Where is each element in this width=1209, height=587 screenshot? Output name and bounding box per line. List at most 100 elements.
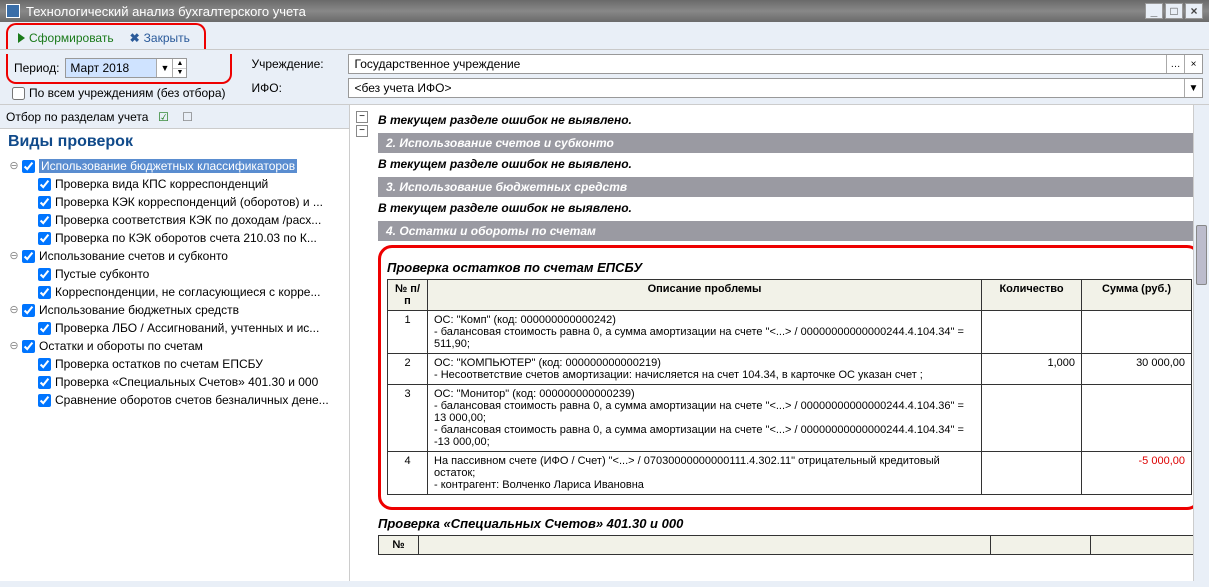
col-empty: [419, 536, 991, 555]
report-table-highlight-frame: Проверка остатков по счетам ЕПСБУ № п/п …: [378, 245, 1201, 510]
all-institutions-label: По всем учреждениям (без отбора): [29, 86, 226, 100]
maximize-button[interactable]: □: [1165, 3, 1183, 19]
tree-group-label[interactable]: Использование счетов и субконто: [22, 249, 228, 263]
all-institutions-checkbox[interactable]: [12, 87, 25, 100]
ifo-input[interactable]: [349, 79, 1185, 97]
cell-sum: [1082, 311, 1192, 354]
institution-input[interactable]: [349, 55, 1167, 73]
period-spinner: ▲ ▼: [172, 59, 186, 77]
toolbar: Сформировать ✖ Закрыть: [0, 22, 1209, 50]
tree-item: Проверка остатков по счетам ЕПСБУ: [24, 355, 345, 373]
tree-label-text: Сравнение оборотов счетов безналичных де…: [55, 393, 329, 407]
tree-checkbox[interactable]: [22, 304, 35, 317]
table2-title: Проверка «Специальных Счетов» 401.30 и 0…: [378, 516, 1201, 531]
gutter-toggle[interactable]: −: [356, 125, 368, 137]
period-input[interactable]: [66, 59, 156, 77]
scrollbar-thumb[interactable]: [1196, 225, 1207, 285]
left-pane: Отбор по разделам учета ☑ ☐ Виды проверо…: [0, 105, 350, 581]
minimize-button[interactable]: _: [1145, 3, 1163, 19]
period-spin-up[interactable]: ▲: [173, 59, 186, 69]
cell-num: 4: [388, 452, 428, 495]
generate-button[interactable]: Сформировать: [12, 29, 120, 47]
tree-checkbox[interactable]: [38, 196, 51, 209]
tree-item-label[interactable]: Проверка «Специальных Счетов» 401.30 и 0…: [38, 375, 318, 389]
ifo-dropdown-button[interactable]: ▼: [1184, 79, 1202, 97]
app-icon: [6, 4, 20, 18]
left-pane-toolbar: Отбор по разделам учета ☑ ☐: [0, 105, 349, 129]
section-bar-2: 2. Использование счетов и субконто: [378, 133, 1201, 153]
tree-checkbox[interactable]: [38, 358, 51, 371]
tree-checkbox[interactable]: [38, 268, 51, 281]
tree-checkbox[interactable]: [22, 160, 35, 173]
check-all-icon[interactable]: ☑: [154, 108, 172, 126]
vertical-scrollbar[interactable]: [1193, 105, 1209, 581]
table-row: 1ОС: "Комп" (код: 000000000000242) - бал…: [388, 311, 1192, 354]
tree-group-label[interactable]: Остатки и обороты по счетам: [22, 339, 203, 353]
tree-checkbox[interactable]: [22, 340, 35, 353]
cell-sum: 30 000,00: [1082, 354, 1192, 385]
tree-label-text: Проверка «Специальных Счетов» 401.30 и 0…: [55, 375, 318, 389]
ifo-label: ИФО:: [252, 81, 342, 95]
gutter-toggle[interactable]: −: [356, 111, 368, 123]
tree-item-label[interactable]: Пустые субконто: [38, 267, 149, 281]
tree-checkbox[interactable]: [38, 322, 51, 335]
toolbar-highlight-frame: Сформировать ✖ Закрыть: [6, 23, 206, 49]
tree-item: Проверка «Специальных Счетов» 401.30 и 0…: [24, 373, 345, 391]
tree-toggle[interactable]: ⊖: [8, 249, 20, 262]
tree-checkbox[interactable]: [38, 376, 51, 389]
tree-checkbox[interactable]: [38, 214, 51, 227]
no-errors-note-3: В текущем разделе ошибок не выявлено.: [378, 201, 1201, 215]
tree-checkbox[interactable]: [22, 250, 35, 263]
tree-group-label[interactable]: Использование бюджетных средств: [22, 303, 239, 317]
section-bar-4: 4. Остатки и обороты по счетам: [378, 221, 1201, 241]
tree-item-label[interactable]: Сравнение оборотов счетов безналичных де…: [38, 393, 329, 407]
table-row: 4На пассивном счете (ИФО / Счет) "<...> …: [388, 452, 1192, 495]
generate-label: Сформировать: [29, 31, 114, 45]
tree-toggle[interactable]: ⊖: [8, 303, 20, 316]
col-desc: Описание проблемы: [428, 280, 982, 311]
tree-group-label[interactable]: Использование бюджетных классификаторов: [22, 159, 297, 173]
period-label: Период:: [14, 61, 59, 75]
tree-checkbox[interactable]: [38, 286, 51, 299]
period-spin-down[interactable]: ▼: [173, 69, 186, 78]
tree-item-label[interactable]: Проверка соответствия КЭК по доходам /ра…: [38, 213, 321, 227]
cell-qty: [982, 452, 1082, 495]
tree-toggle[interactable]: ⊖: [8, 339, 20, 352]
tree-group: ⊖Использование счетов и субконто: [8, 247, 345, 265]
cell-desc: ОС: "Комп" (код: 000000000000242) - бала…: [428, 311, 982, 354]
tree-toggle[interactable]: ⊖: [8, 159, 20, 172]
tree-label-text: Использование бюджетных средств: [39, 303, 239, 317]
period-dropdown-button[interactable]: ▼: [156, 59, 172, 77]
tree-checkbox[interactable]: [38, 394, 51, 407]
no-errors-note-2: В текущем разделе ошибок не выявлено.: [378, 157, 1201, 171]
col-empty: [991, 536, 1091, 555]
close-report-button[interactable]: ✖ Закрыть: [124, 29, 196, 47]
tree-item-label[interactable]: Проверка вида КПС корреспонденций: [38, 177, 268, 191]
cell-qty: [982, 385, 1082, 452]
tree-item-label[interactable]: Проверка КЭК корреспонденций (оборотов) …: [38, 195, 323, 209]
institution-select-button[interactable]: …: [1166, 55, 1184, 73]
cell-qty: 1,000: [982, 354, 1082, 385]
tree-label-text: Проверка ЛБО / Ассигнований, учтенных и …: [55, 321, 319, 335]
tree-item-label[interactable]: Проверка остатков по счетам ЕПСБУ: [38, 357, 263, 371]
cell-desc: На пассивном счете (ИФО / Счет) "<...> /…: [428, 452, 982, 495]
tree-checkbox[interactable]: [38, 232, 51, 245]
tree-item-label[interactable]: Проверка по КЭК оборотов счета 210.03 по…: [38, 231, 317, 245]
window-title-bar: Технологический анализ бухгалтерского уч…: [0, 0, 1209, 22]
tree-item-label[interactable]: Корреспонденции, не согласующиеся с корр…: [38, 285, 320, 299]
cell-num: 3: [388, 385, 428, 452]
institution-label: Учреждение:: [252, 57, 342, 71]
tree-checkbox[interactable]: [38, 178, 51, 191]
close-window-button[interactable]: ×: [1185, 3, 1203, 19]
tree-item: Корреспонденции, не согласующиеся с корр…: [24, 283, 345, 301]
close-label: Закрыть: [144, 31, 190, 45]
cell-sum: -5 000,00: [1082, 452, 1192, 495]
col-num: №: [379, 536, 419, 555]
collapse-gutter: − −: [356, 111, 370, 139]
tree-item-label[interactable]: Проверка ЛБО / Ассигнований, учтенных и …: [38, 321, 319, 335]
tree-label-text: Корреспонденции, не согласующиеся с корр…: [55, 285, 320, 299]
col-num: № п/п: [388, 280, 428, 311]
no-errors-note-1: В текущем разделе ошибок не выявлено.: [378, 113, 1201, 127]
uncheck-all-icon[interactable]: ☐: [178, 108, 196, 126]
institution-clear-button[interactable]: ×: [1184, 55, 1202, 73]
